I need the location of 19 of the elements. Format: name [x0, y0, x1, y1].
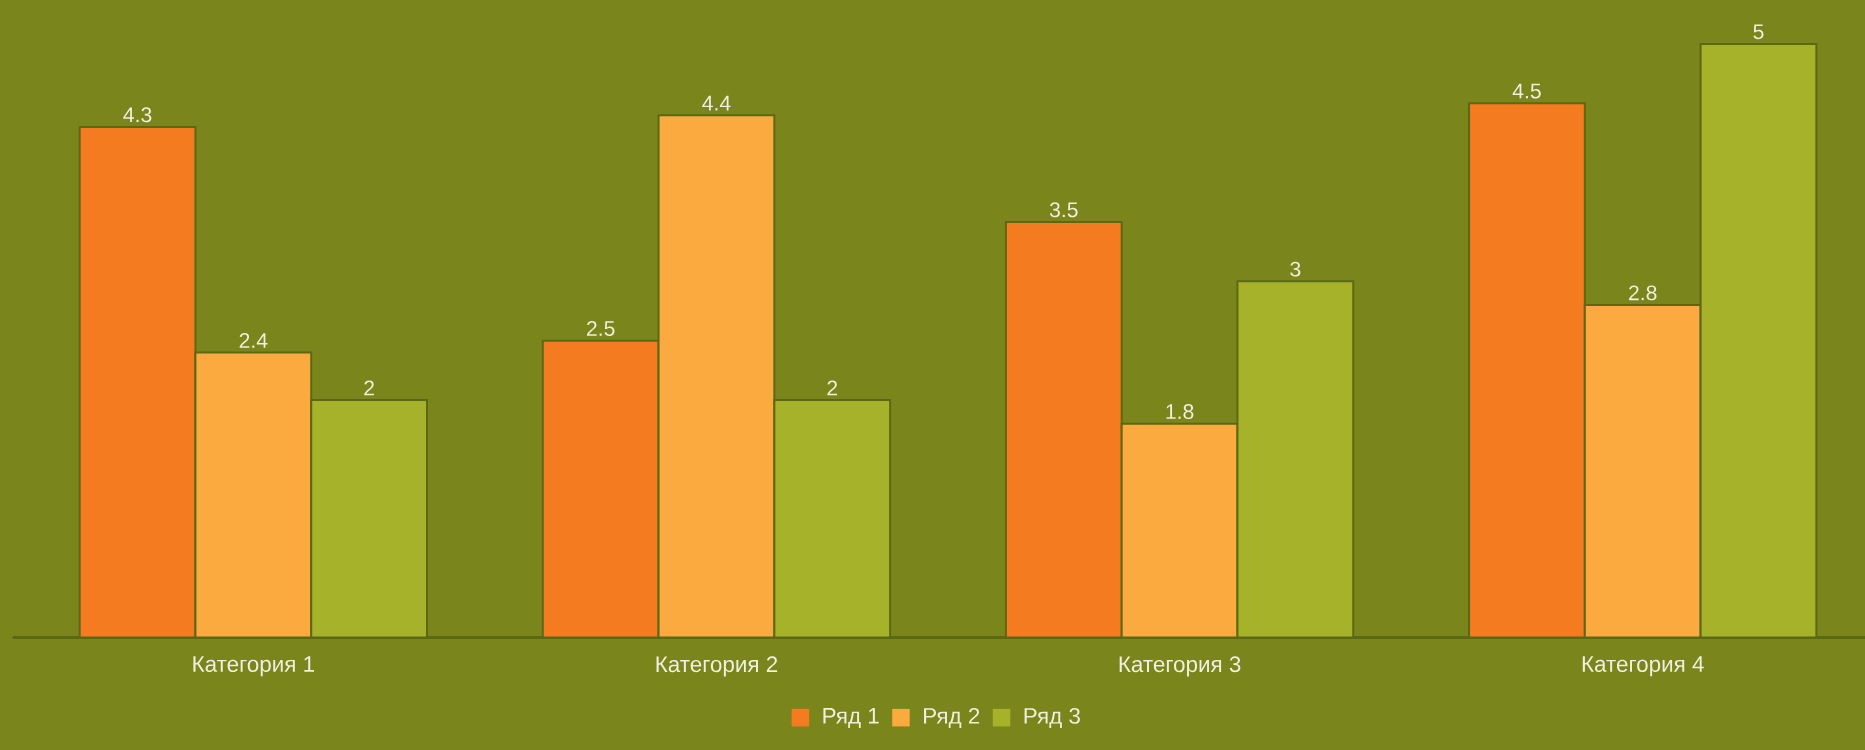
data-label: 2: [827, 380, 838, 396]
data-label: 2: [364, 380, 374, 396]
x-tick-label: Категория 3: [1119, 656, 1241, 677]
data-label: 1.8: [1166, 404, 1194, 420]
x-tick-label: Категория 4: [1582, 656, 1704, 677]
data-label: 3: [1290, 261, 1301, 277]
x-tick-label: Категория 1: [193, 656, 314, 677]
data-label: 4.5: [1512, 83, 1541, 99]
data-label: 3.5: [1049, 202, 1078, 218]
legend-label: Ряд 1: [823, 708, 879, 728]
data-label: 2.4: [239, 333, 268, 348]
legend-label: Ряд 2: [924, 707, 980, 729]
data-label: 2.5: [587, 320, 615, 336]
x-tick-label: Категория 2: [656, 656, 778, 677]
data-label: 2.8: [1629, 285, 1657, 301]
legend-label: Ряд 3: [1024, 707, 1080, 729]
data-label: 4.4: [702, 95, 731, 111]
data-label: 5: [1753, 24, 1764, 40]
data-label: 4.3: [123, 107, 152, 123]
